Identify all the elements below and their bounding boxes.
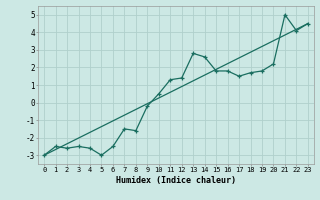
X-axis label: Humidex (Indice chaleur): Humidex (Indice chaleur) (116, 176, 236, 185)
